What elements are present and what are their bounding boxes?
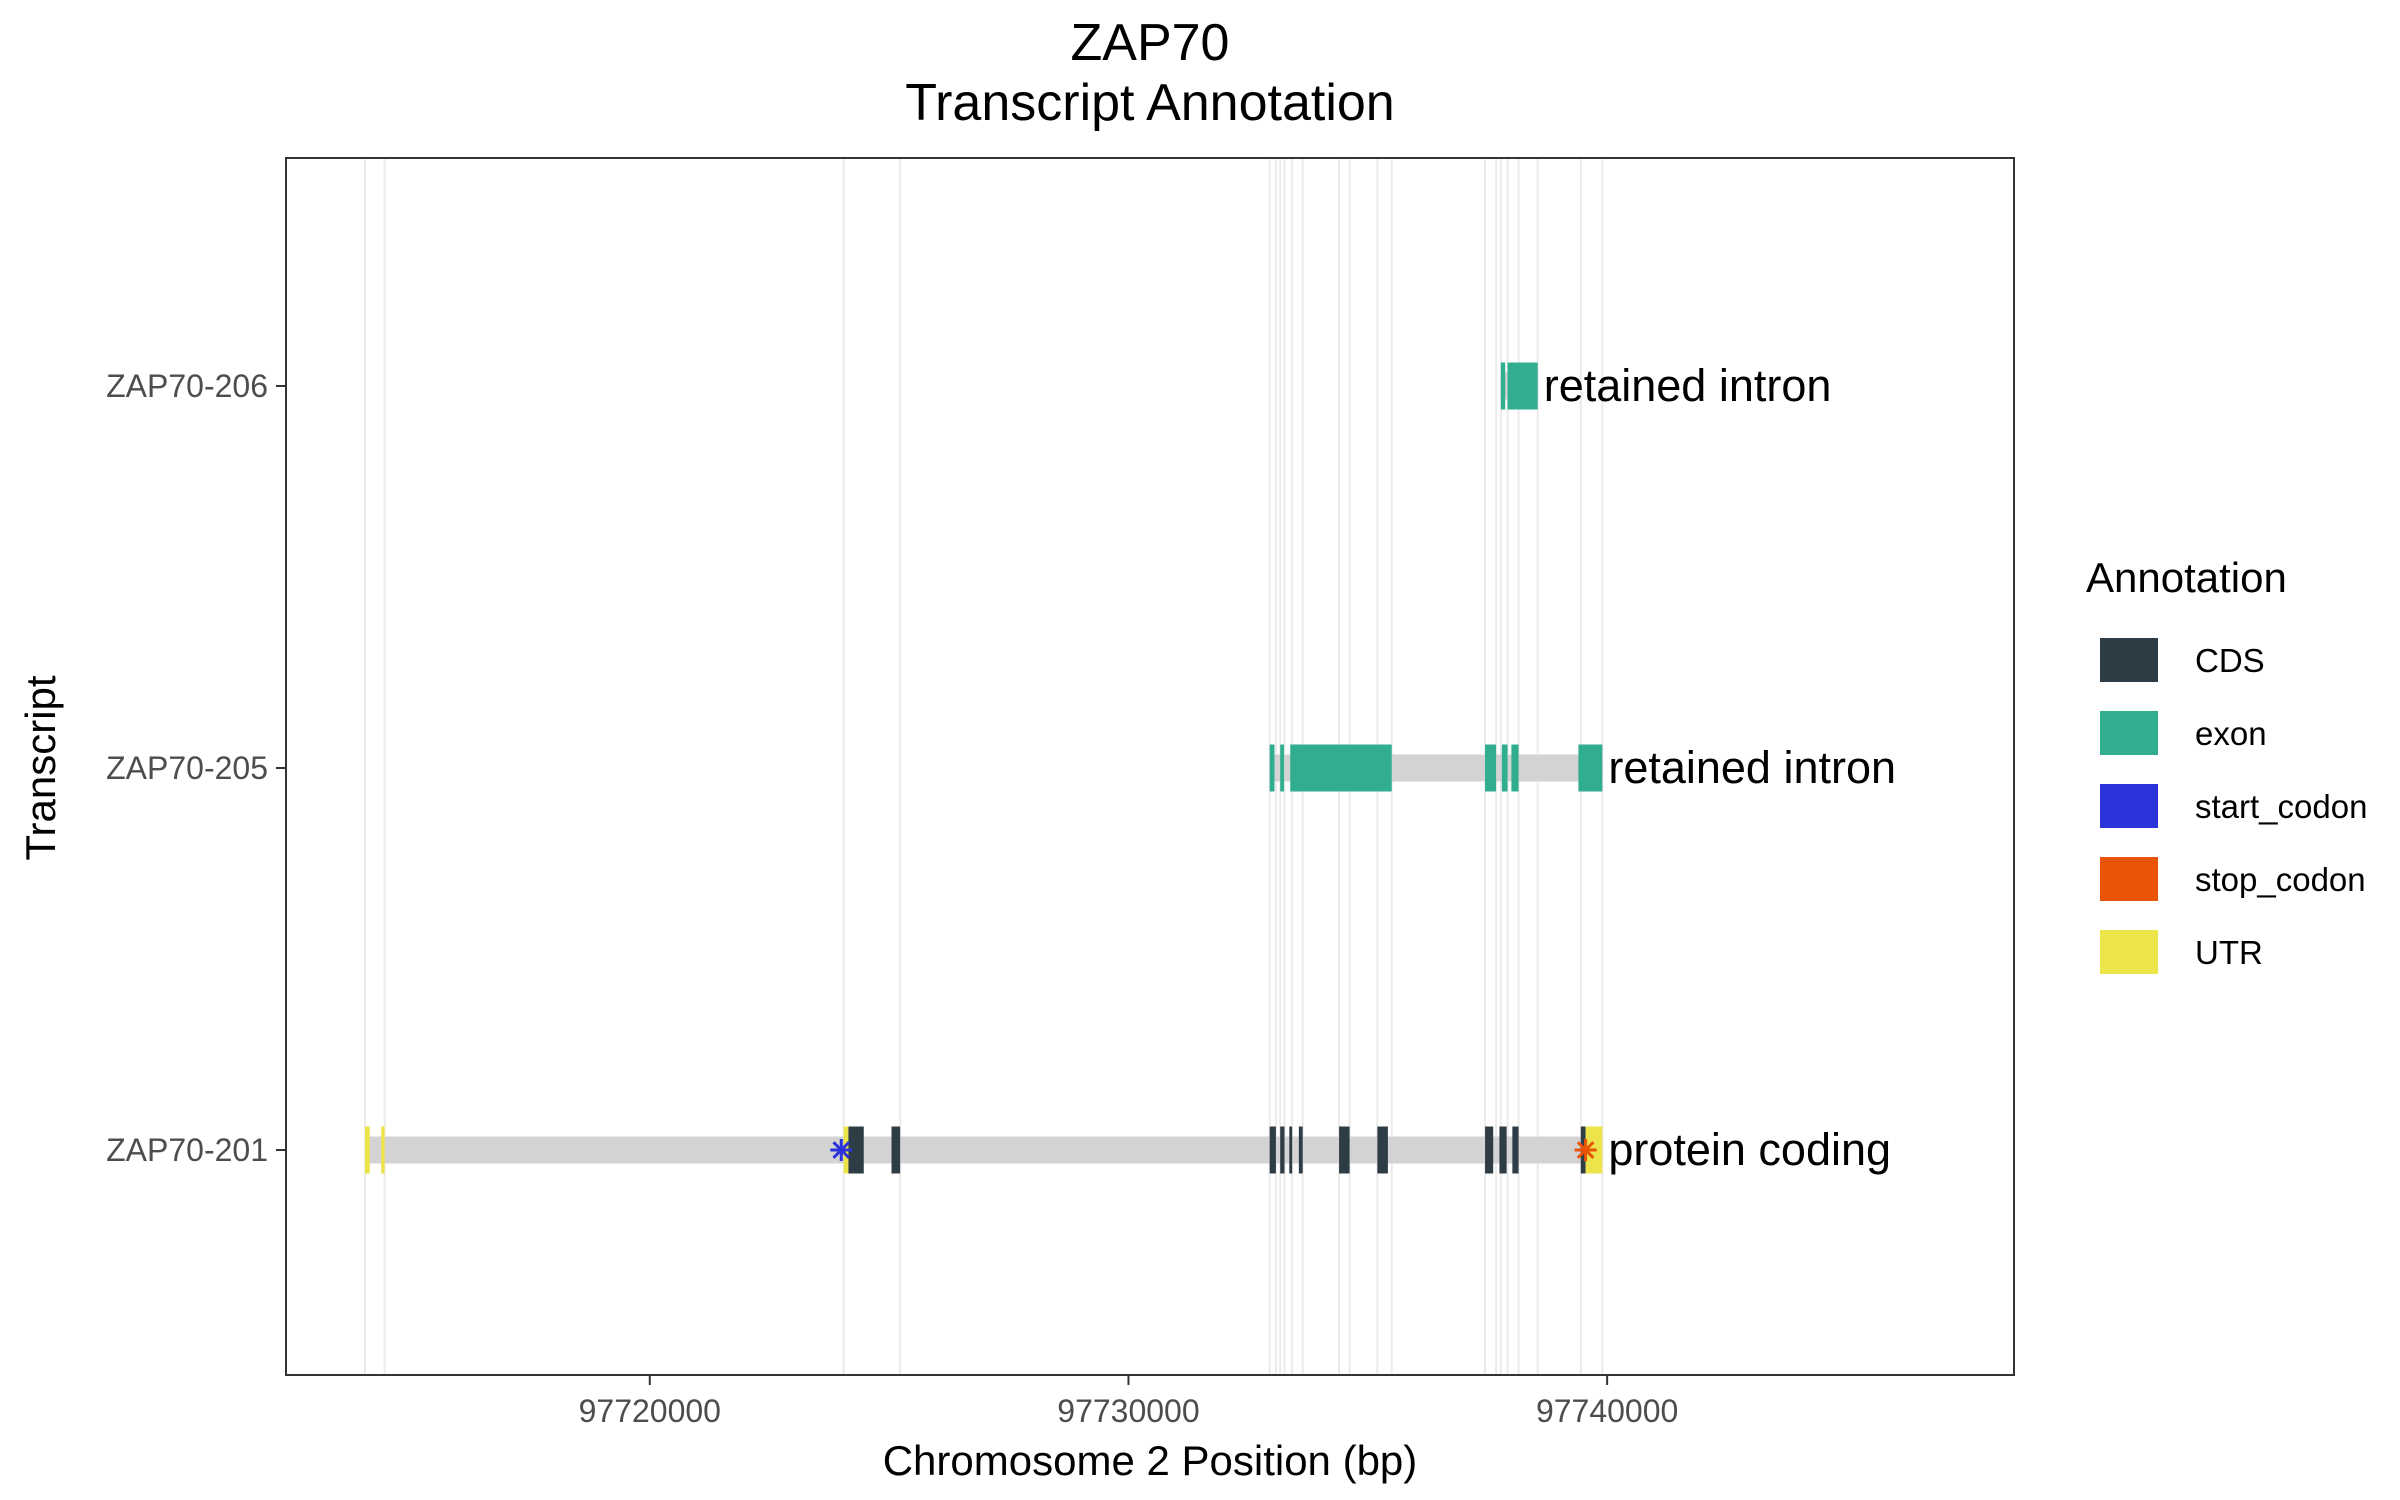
cds-segment-13 (1512, 1126, 1519, 1174)
cds-segment-11 (1485, 1126, 1494, 1174)
legend: Annotation CDS exon start_codon stop_codon U… (2086, 554, 2367, 974)
x-axis: 97720000 97730000 97740000 (579, 1375, 1678, 1429)
cds-segment-3 (848, 1126, 864, 1174)
y-tick-label-ZAP70-205: ZAP70-205 (106, 750, 268, 786)
y-axis-title: Transcript (17, 675, 64, 860)
transcript-ZAP70-201: protein coding (364, 1124, 1891, 1175)
legend-label-CDS: CDS (2195, 642, 2265, 679)
utr-segment-0 (364, 1126, 370, 1174)
biotype-label-ZAP70-201: protein coding (1608, 1124, 1891, 1175)
intron-line (364, 1136, 1603, 1164)
legend-swatch-start-codon (2100, 784, 2158, 828)
utr-segment-1 (381, 1126, 385, 1174)
legend-title: Annotation (2086, 554, 2287, 601)
start-codon-marker (830, 1139, 853, 1161)
legend-label-stop-codon: stop_codon (2195, 861, 2366, 898)
legend-swatch-stop-codon (2100, 857, 2158, 901)
y-tick-label-ZAP70-201: ZAP70-201 (106, 1132, 268, 1168)
legend-label-exon: exon (2195, 715, 2267, 752)
cds-segment-10 (1377, 1126, 1388, 1174)
legend-label-start-codon: start_codon (2195, 788, 2367, 825)
exon-segment-2 (1290, 744, 1392, 792)
exon-segment-0 (1269, 744, 1275, 792)
exon-segment-4 (1501, 744, 1508, 792)
exon-segment-1 (1280, 744, 1285, 792)
stop-codon-marker (1574, 1139, 1597, 1161)
cds-segment-9 (1339, 1126, 1350, 1174)
cds-segment-12 (1499, 1126, 1507, 1174)
legend-label-UTR: UTR (2195, 934, 2263, 971)
chart-title: ZAP70 (1071, 14, 1230, 72)
chart-subtitle: Transcript Annotation (905, 74, 1394, 132)
exon-segment-6 (1578, 744, 1603, 792)
plot-panel-border (285, 157, 2015, 1376)
legend-swatch-exon (2100, 711, 2158, 755)
y-axis: ZAP70-206 ZAP70-205 ZAP70-201 (106, 368, 286, 1168)
x-axis-title: Chromosome 2 Position (bp) (883, 1437, 1418, 1484)
exon-segment-1 (1507, 362, 1538, 410)
cds-segment-6 (1280, 1126, 1285, 1174)
exon-segment-0 (1500, 362, 1506, 410)
cds-segment-8 (1298, 1126, 1303, 1174)
cds-segment-5 (1269, 1126, 1276, 1174)
legend-swatch-CDS (2100, 638, 2158, 682)
x-tick-label-0: 97720000 (579, 1393, 721, 1429)
transcript-ZAP70-206: retained intron (1500, 360, 1832, 411)
legend-swatch-UTR (2100, 930, 2158, 974)
transcript-ZAP70-205: retained intron (1269, 742, 1896, 793)
y-tick-label-ZAP70-206: ZAP70-206 (106, 368, 268, 404)
x-tick-label-2: 97740000 (1536, 1393, 1678, 1429)
biotype-label-ZAP70-206: retained intron (1544, 360, 1832, 411)
x-tick-label-1: 97730000 (1057, 1393, 1199, 1429)
transcript-tracks: retained intron retained intron protein co… (364, 360, 1896, 1175)
exon-segment-3 (1485, 744, 1497, 792)
cds-segment-7 (1289, 1126, 1293, 1174)
biotype-label-ZAP70-205: retained intron (1608, 742, 1896, 793)
cds-segment-4 (891, 1126, 901, 1174)
exon-segment-5 (1511, 744, 1519, 792)
